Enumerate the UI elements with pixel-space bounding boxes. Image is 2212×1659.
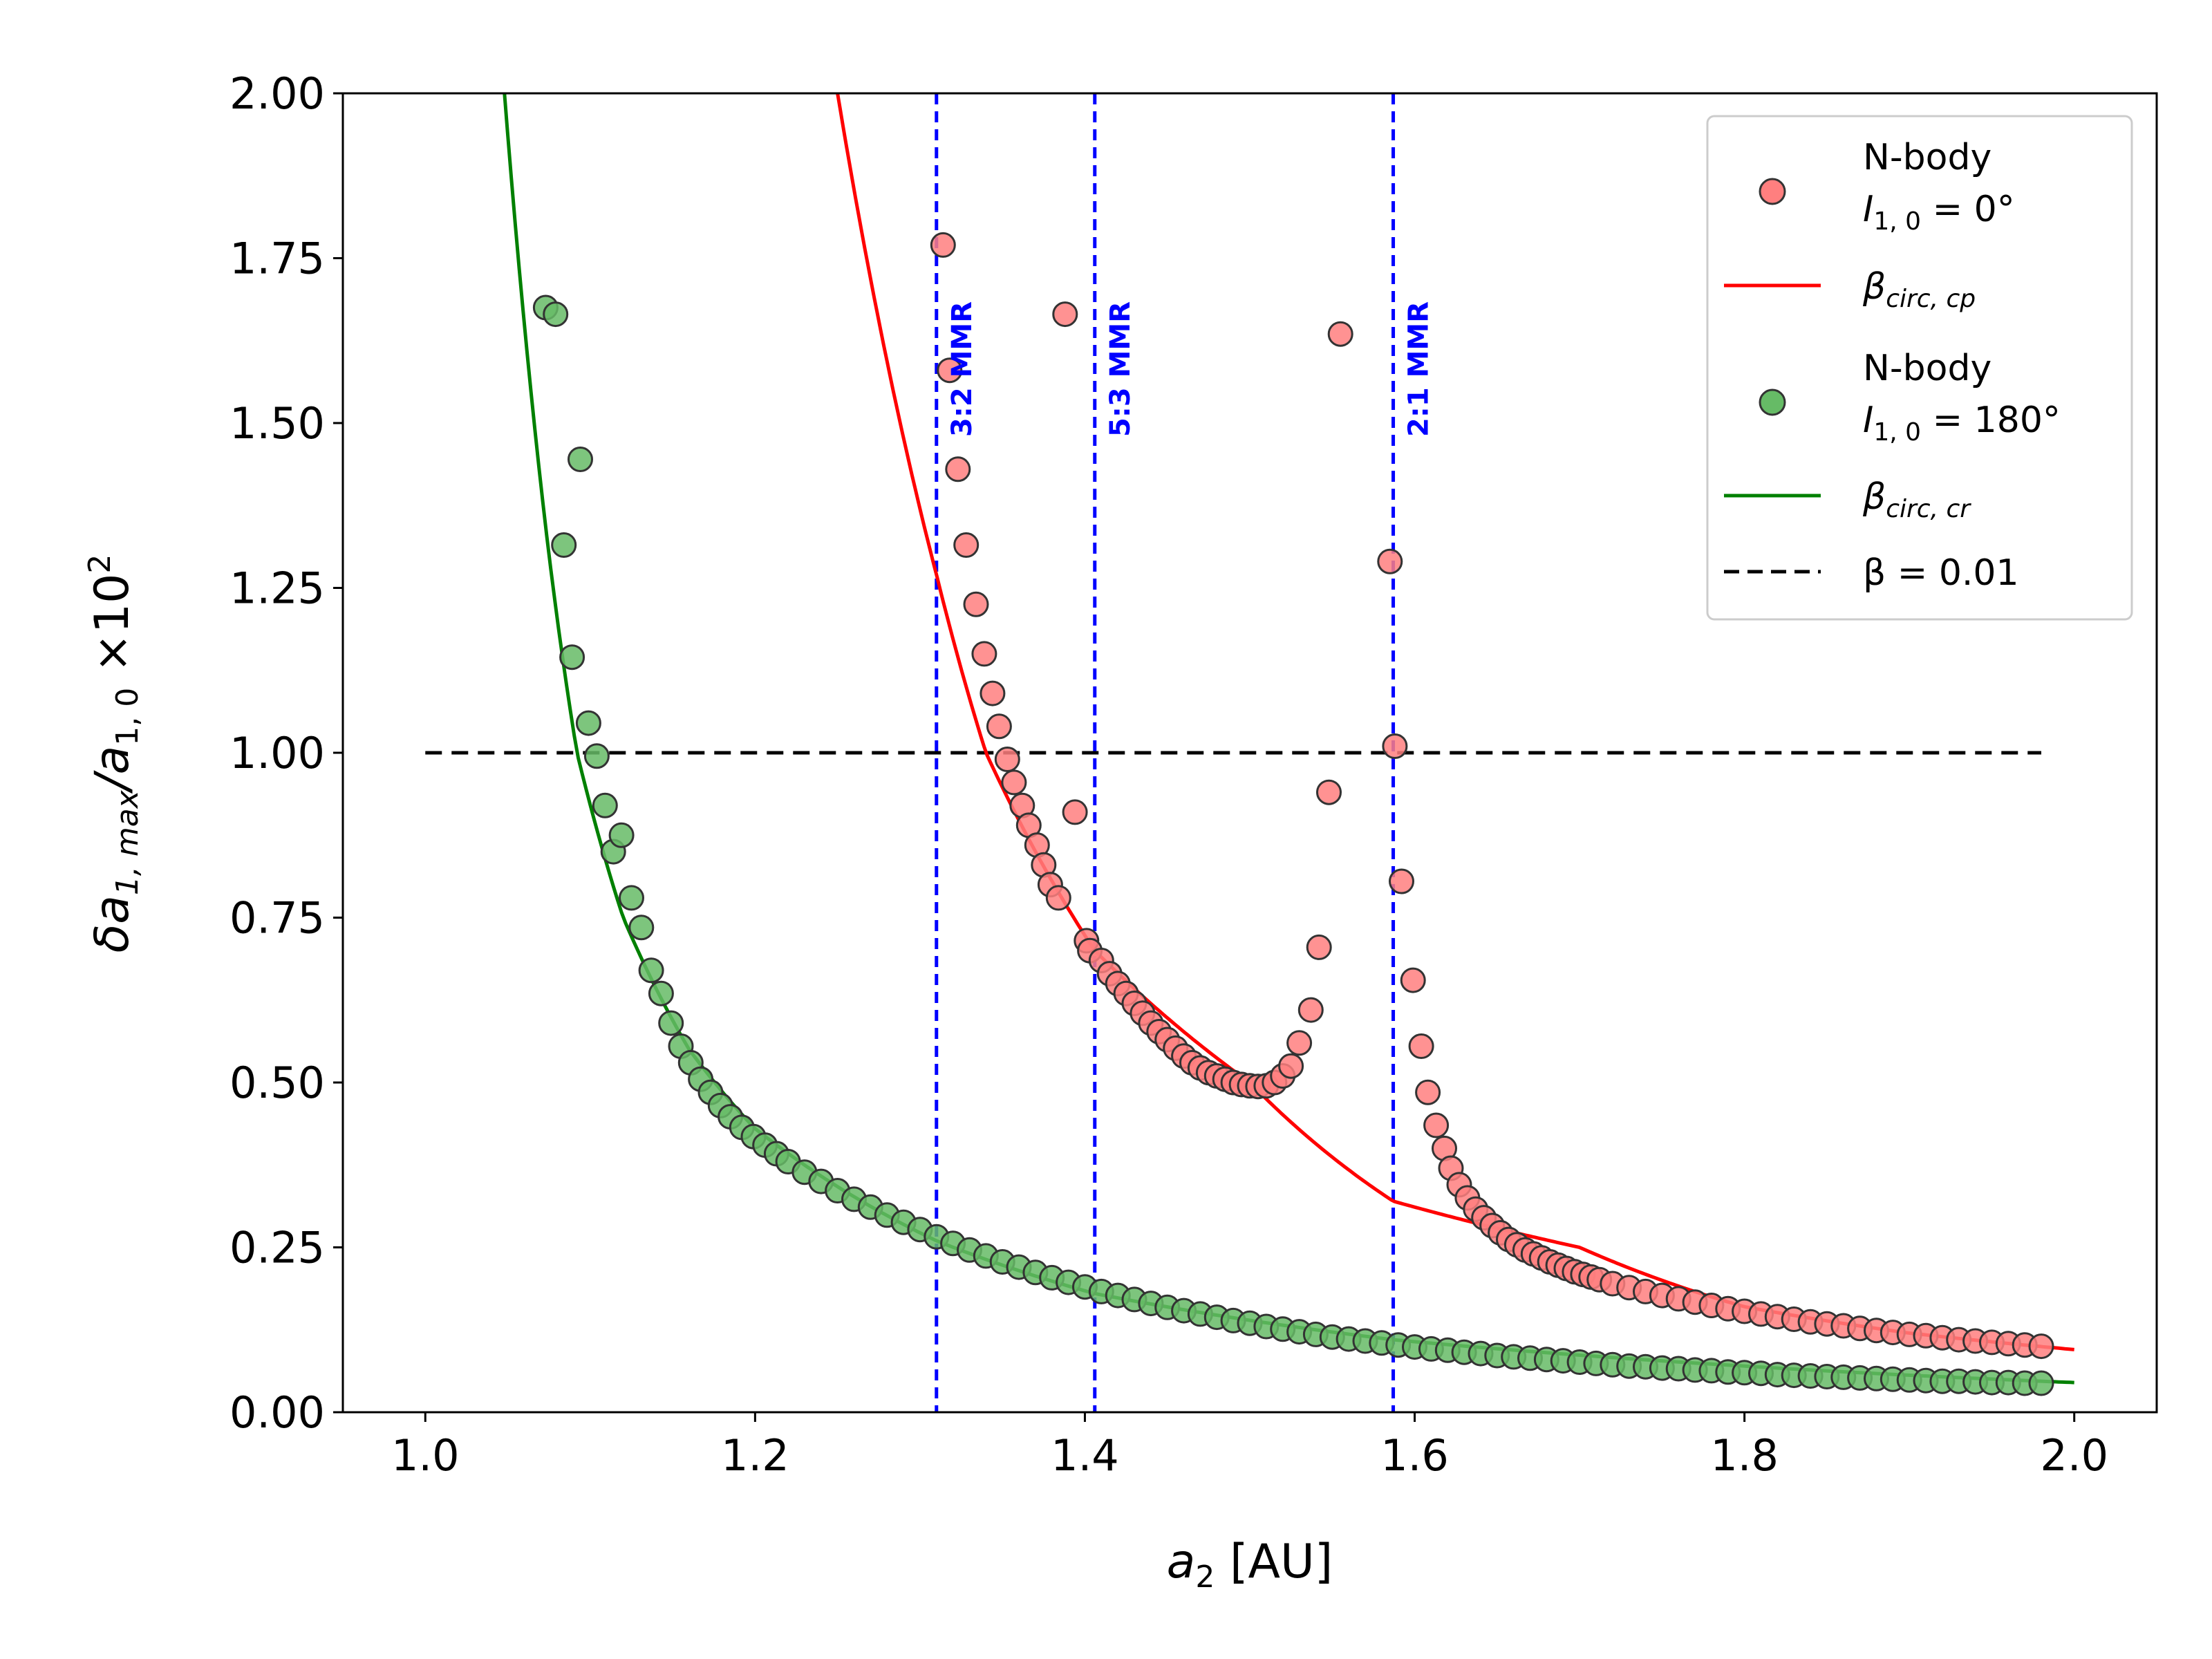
- green-nbody-point: [583, 743, 610, 769]
- red-nbody-point: [1306, 934, 1332, 960]
- green-nbody-point: [551, 532, 577, 558]
- x-tick-label: 1.4: [1051, 1430, 1119, 1481]
- red-nbody-point: [1286, 1030, 1313, 1056]
- y-tick-label: 0.00: [229, 1387, 325, 1438]
- red-nbody-point: [953, 532, 980, 558]
- x-tick-label: 1.6: [1380, 1430, 1449, 1481]
- legend: N-body I1, 0 = 0° βcirc, cp N-body I1, 0…: [1706, 115, 2133, 621]
- y-tick-label: 1.25: [229, 563, 325, 614]
- green-nbody-point: [592, 792, 618, 818]
- green-nbody-point: [559, 644, 585, 671]
- mmr-label: 2:1 MMR: [1403, 301, 1435, 437]
- x-tick-label: 1.8: [1710, 1430, 1779, 1481]
- nbody-points: [532, 232, 2054, 1396]
- legend-red-curve-label: βcirc, cp: [1862, 266, 1976, 313]
- red-nbody-point: [930, 232, 956, 258]
- y-tick-label: 0.25: [229, 1223, 325, 1273]
- green-nbody-point: [638, 957, 664, 984]
- red-nbody-point: [1062, 799, 1088, 825]
- red-nbody-point: [1389, 868, 1414, 894]
- legend-red-points-line1: N-body: [1863, 137, 1991, 178]
- red-nbody-point: [1408, 1033, 1434, 1059]
- red-nbody-point: [1415, 1079, 1441, 1105]
- y-axis-title: δa1, max/a1, 0 ×102: [82, 554, 145, 953]
- red-nbody-point: [986, 713, 1012, 740]
- axis-ticks: 1.0 1.2 1.4 1.6 1.8 2.0 0.00 0.25 0.50 0.75 1.00 1.…: [229, 68, 2108, 1481]
- red-nbody-point: [945, 456, 971, 482]
- legend-green-curve-label: βcirc, cr: [1862, 476, 1971, 523]
- green-nbody-point: [619, 885, 644, 911]
- mmr-labels: 3:2 MMR 5:3 MMR 2:1 MMR: [946, 301, 1435, 437]
- red-nbody-point: [2028, 1333, 2054, 1360]
- red-nbody-point: [980, 680, 1006, 706]
- y-tick-label: 1.00: [229, 728, 325, 778]
- red-nbody-point: [1377, 548, 1403, 574]
- legend-threshold-label: β = 0.01: [1863, 552, 2019, 594]
- red-nbody-point: [1297, 997, 1324, 1023]
- red-nbody-point: [1001, 769, 1027, 796]
- green-nbody-point: [628, 915, 655, 941]
- green-nbody-point: [648, 980, 674, 1006]
- legend-green-marker: [1759, 388, 1786, 416]
- red-nbody-point: [1400, 967, 1426, 993]
- legend-box: [1706, 115, 2133, 621]
- red-nbody-point: [1423, 1112, 1450, 1138]
- red-nbody-point: [971, 641, 997, 667]
- y-tick-label: 2.00: [229, 68, 325, 119]
- red-nbody-point: [1278, 1053, 1304, 1079]
- red-nbody-point: [1052, 301, 1078, 328]
- legend-green-points-line2: I1, 0 = 180°: [1863, 400, 2061, 447]
- red-nbody-point: [937, 357, 963, 384]
- red-nbody-point: [963, 591, 989, 617]
- y-tick-label: 0.75: [229, 893, 325, 944]
- y-tick-label: 1.50: [229, 398, 325, 449]
- y-tick-label: 0.50: [229, 1058, 325, 1108]
- red-nbody-point: [994, 747, 1020, 772]
- green-nbody-point: [608, 822, 635, 848]
- mmr-label: 3:2 MMR: [946, 301, 978, 437]
- green-nbody-point: [2028, 1370, 2054, 1396]
- legend-red-points-line2: I1, 0 = 0°: [1863, 189, 2015, 236]
- green-nbody-point: [543, 301, 569, 328]
- red-nbody-point: [1382, 733, 1408, 759]
- x-axis-title: a2 [AU]: [1167, 1535, 1333, 1595]
- mmr-lines: [935, 93, 1396, 1412]
- red-nbody-point: [1327, 321, 1353, 347]
- legend-green-points-line1: N-body: [1863, 348, 1991, 389]
- green-nbody-point: [575, 710, 601, 736]
- x-tick-label: 2.0: [2040, 1430, 2108, 1481]
- mmr-label: 5:3 MMR: [1105, 301, 1136, 437]
- red-nbody-point: [1316, 779, 1342, 805]
- x-tick-label: 1.0: [391, 1430, 460, 1481]
- plot-area: [425, 93, 2074, 1412]
- x-tick-label: 1.2: [721, 1430, 789, 1481]
- y-tick-label: 1.75: [229, 234, 325, 284]
- legend-red-marker: [1759, 178, 1786, 205]
- green-nbody-point: [658, 1010, 684, 1036]
- red-nbody-point: [1045, 885, 1071, 911]
- green-nbody-point: [568, 447, 593, 472]
